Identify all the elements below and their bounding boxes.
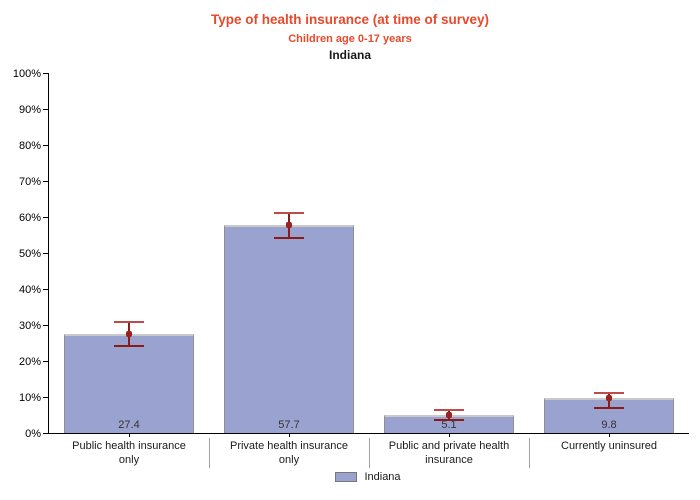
y-axis-tick-label: 90% xyxy=(18,103,41,116)
error-bar-cap-top xyxy=(434,408,464,411)
y-axis-tick-label: 40% xyxy=(18,283,41,296)
y-axis-tick xyxy=(43,396,49,398)
x-axis-category-label: Public and private health insurance xyxy=(388,440,510,466)
bar-value-label: 9.8 xyxy=(601,419,617,431)
y-axis-tick xyxy=(43,144,49,146)
y-axis-tick-label: 60% xyxy=(18,211,41,224)
y-axis-tick xyxy=(43,108,49,110)
y-axis-tick-label: 30% xyxy=(18,319,41,332)
error-bar-cap-bottom xyxy=(594,407,624,410)
chart-region-label: Indiana xyxy=(328,48,371,62)
y-axis-tick-label: 50% xyxy=(18,247,41,260)
legend: Indiana xyxy=(48,471,688,483)
x-axis-category-label: Private health insurance only xyxy=(229,440,348,466)
error-bar-cap-bottom xyxy=(274,236,304,239)
y-axis-tick xyxy=(43,180,49,182)
x-axis-category-tick xyxy=(288,433,290,437)
y-axis-tick xyxy=(43,324,49,326)
bar-value-label: 5.1 xyxy=(441,419,457,431)
y-axis-tick xyxy=(43,72,49,74)
x-axis-category-label: Public health insurance only xyxy=(72,440,186,466)
y-axis-tick-label: 10% xyxy=(18,391,41,404)
chart-title: Type of health insurance (at time of sur… xyxy=(210,12,490,27)
bar-value-label: 57.7 xyxy=(278,419,300,431)
error-bar-point xyxy=(286,222,292,229)
error-bar-point xyxy=(446,411,452,418)
error-bar-cap-top xyxy=(274,212,304,215)
error-bar-point xyxy=(606,394,612,401)
bar xyxy=(224,225,354,433)
y-axis-tick xyxy=(43,360,49,362)
category-divider xyxy=(368,438,370,468)
y-axis-tick-label: 0% xyxy=(25,427,41,440)
x-axis-category-tick xyxy=(448,433,450,437)
error-bar-cap-top xyxy=(114,321,144,324)
y-axis-tick-label: 80% xyxy=(18,139,41,152)
error-bar-cap-top xyxy=(594,391,624,394)
error-bar-point xyxy=(126,331,132,338)
y-axis-tick-label: 100% xyxy=(12,67,41,80)
y-axis-tick-label: 70% xyxy=(18,175,41,188)
x-axis-category-label: Currently uninsured xyxy=(561,440,657,452)
y-axis-tick xyxy=(43,288,49,290)
bar-value-label: 27.4 xyxy=(118,419,140,431)
x-axis-category-tick xyxy=(128,433,130,437)
y-axis-tick xyxy=(43,432,49,434)
y-axis-tick xyxy=(43,252,49,254)
error-bar-cap-bottom xyxy=(114,344,144,347)
plot-area: 0% 10% 20% 30% 40% 50% 60% 70% 80% 90% 100% 27.4 Pub… xyxy=(13,68,689,468)
category-divider xyxy=(528,438,530,468)
error-bar-cap-bottom xyxy=(434,418,464,421)
chart-subtitle: Children age 0-17 years xyxy=(288,33,412,45)
y-axis-tick-label: 20% xyxy=(18,355,41,368)
category-divider xyxy=(208,438,210,468)
x-axis-category-tick xyxy=(608,433,610,437)
legend-swatch xyxy=(335,472,358,482)
legend-label: Indiana xyxy=(364,471,401,483)
y-axis-tick xyxy=(43,216,49,218)
